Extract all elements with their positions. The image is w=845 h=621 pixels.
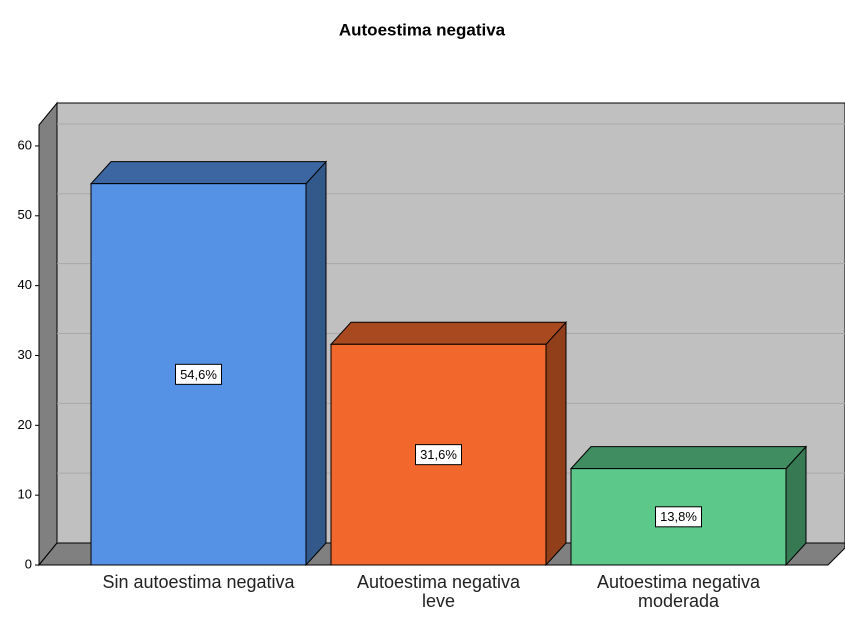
- y-tick-label: 20: [18, 417, 32, 432]
- y-tick-label: 30: [18, 347, 32, 362]
- value-label-box: [175, 363, 222, 385]
- value-label-box: [415, 444, 462, 466]
- y-tick-label: 10: [18, 487, 32, 502]
- y-tick-label: 60: [18, 137, 32, 152]
- x-tick-label-box: Autoestima negativa moderada: [596, 573, 761, 611]
- value-label-box: [655, 506, 702, 528]
- y-tick-label: 50: [18, 207, 32, 222]
- x-tick-label: Autoestima negativa leve: [356, 573, 521, 611]
- x-tick-label-box: Sin autoestima negativa: [102, 573, 295, 592]
- bar-top: [569, 446, 808, 470]
- x-tick-label: Autoestima negativa moderada: [596, 573, 761, 611]
- left-wall: [38, 101, 58, 567]
- value-label: 54,6%: [180, 367, 217, 382]
- chart-title: Autoestima negativa: [339, 20, 506, 39]
- bar-top: [89, 161, 328, 185]
- bar-side: [545, 321, 567, 567]
- value-label: 13,8%: [660, 509, 697, 524]
- bar-side: [305, 160, 327, 567]
- x-tick-label: Sin autoestima negativa: [102, 573, 295, 592]
- value-label: 31,6%: [420, 447, 457, 462]
- x-tick-label-box: Autoestima negativa leve: [356, 573, 521, 611]
- bar-top: [329, 321, 568, 345]
- y-tick-label: 0: [25, 556, 32, 571]
- y-tick-label: 40: [18, 277, 32, 292]
